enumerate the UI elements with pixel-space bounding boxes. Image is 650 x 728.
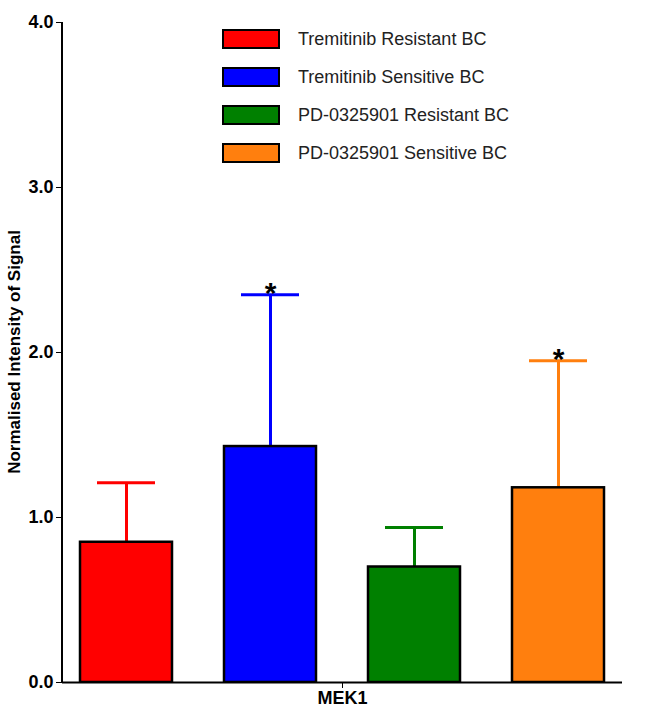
svg-text:1.0: 1.0 [28,507,53,527]
svg-text:3.0: 3.0 [28,177,53,197]
html-text:PD-0325901 Resistant BC: PD-0325901 Resistant BC [298,104,510,125]
svg-text:0.0: 0.0 [28,672,53,692]
svg-text:MEK1: MEK1 [317,688,367,708]
svg-text:4.0: 4.0 [28,12,53,32]
html-text:Tremitinib Sensitive BC: Tremitinib Sensitive BC [298,66,485,87]
html-text:Tremitinib Resistant BC: Tremitinib Resistant BC [298,28,487,49]
svg-text:*: * [553,342,565,375]
svg-text:Normalised Intensity of Signal: Normalised Intensity of Signal [5,230,24,474]
svg-text:*: * [265,276,277,309]
html-text:PD-0325901 Sensitive BC: PD-0325901 Sensitive BC [298,142,508,163]
svg-text:2.0: 2.0 [28,342,53,362]
